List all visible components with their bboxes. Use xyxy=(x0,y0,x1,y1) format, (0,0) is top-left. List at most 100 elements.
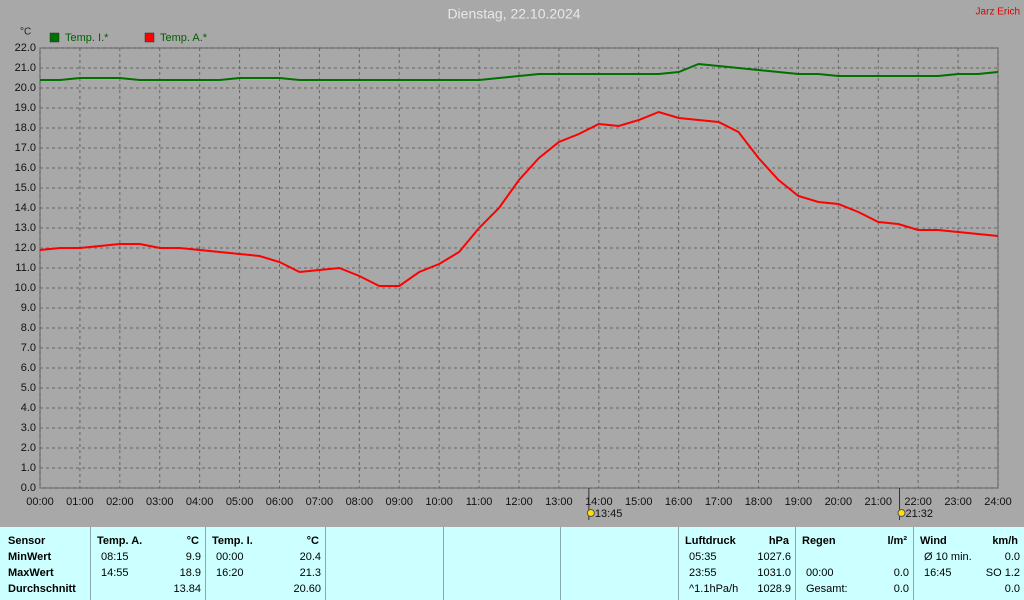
y-tick-label: 0.0 xyxy=(21,482,36,494)
summary-table: Sensor MinWert MaxWert Durchschnitt Temp. A.… xyxy=(0,527,1024,600)
y-tick-label: 10.0 xyxy=(15,282,36,294)
panel-name: Luftdruck xyxy=(685,535,736,547)
y-tick-label: 1.0 xyxy=(21,462,36,474)
time: 23:55 xyxy=(689,567,717,579)
legend-label: Temp. I.* xyxy=(65,32,109,44)
label-column: Sensor MinWert MaxWert Durchschnitt xyxy=(0,527,90,600)
legend-swatch xyxy=(49,32,60,43)
value: 1027.6 xyxy=(757,551,791,563)
y-tick-label: 21.0 xyxy=(15,62,36,74)
annotation-icon xyxy=(897,509,906,517)
y-tick-label: 15.0 xyxy=(15,182,36,194)
x-tick-label: 04:00 xyxy=(186,496,214,508)
y-tick-label: 9.0 xyxy=(21,302,36,314)
panel: Wind km/h Ø 10 min. 0.0 16:45 SO 1.2 0.0 xyxy=(913,527,1024,600)
time: ^1.1hPa/h xyxy=(689,583,739,595)
annotation-icon xyxy=(586,509,595,517)
chart: Dienstag, 22.10.2024 Jarz Erich °C 0.0 1.… xyxy=(15,6,1020,520)
x-tick-label: 06:00 xyxy=(266,496,294,508)
time: 14:55 xyxy=(101,567,129,579)
y-tick-label: 12.0 xyxy=(15,242,36,254)
x-tick-label: 02:00 xyxy=(106,496,134,508)
x-tick-label: 00:00 xyxy=(26,496,54,508)
time: 00:00 xyxy=(216,551,244,563)
x-tick-label: 16:00 xyxy=(665,496,693,508)
panel-unit: hPa xyxy=(768,535,789,547)
y-tick-label: 2.0 xyxy=(21,442,36,454)
chart-title: Dienstag, 22.10.2024 xyxy=(447,6,580,22)
legend-label: Temp. A.* xyxy=(160,32,208,44)
x-tick-label: 05:00 xyxy=(226,496,254,508)
time: 16:20 xyxy=(216,567,244,579)
panel: Regen l/m² 00:00 0.0 Gesamt: 0.0 xyxy=(795,527,913,600)
value: 0.0 xyxy=(1004,551,1020,563)
time: 08:15 xyxy=(101,551,129,563)
time: 16:45 xyxy=(924,567,952,579)
y-tick-label: 11.0 xyxy=(15,262,36,274)
value: 13.84 xyxy=(173,583,201,595)
y-tick-label: 18.0 xyxy=(15,122,36,134)
empty-cell xyxy=(443,527,560,600)
value: 18.9 xyxy=(179,567,201,579)
y-tick-label: 16.0 xyxy=(15,162,36,174)
x-tick-label: 01:00 xyxy=(66,496,94,508)
annotation-label: 13:45 xyxy=(595,508,623,520)
annotation-label: 21:32 xyxy=(906,508,934,520)
x-tick-label: 18:00 xyxy=(745,496,773,508)
y-tick-label: 14.0 xyxy=(15,202,36,214)
x-tick-label: 07:00 xyxy=(306,496,334,508)
panel: Temp. I. °C 00:00 20.4 16:20 21.3 20.60 xyxy=(205,527,325,600)
value: 20.4 xyxy=(299,551,321,563)
x-tick-label: 15:00 xyxy=(625,496,653,508)
panel-unit: °C xyxy=(186,535,199,547)
empty-cell xyxy=(325,527,443,600)
x-tick-label: 19:00 xyxy=(785,496,813,508)
value: 9.9 xyxy=(185,551,201,563)
y-tick-label: 6.0 xyxy=(21,362,36,374)
panel-unit: km/h xyxy=(992,535,1018,547)
panel-name: Regen xyxy=(802,535,836,547)
value: 1031.0 xyxy=(757,567,791,579)
x-tick-label: 23:00 xyxy=(944,496,972,508)
x-tick-label: 09:00 xyxy=(385,496,413,508)
y-tick-label: 19.0 xyxy=(15,102,36,114)
x-tick-label: 03:00 xyxy=(146,496,174,508)
y-tick-label: 7.0 xyxy=(21,342,36,354)
row-label: MinWert xyxy=(8,551,52,563)
y-tick-label: 13.0 xyxy=(15,222,36,234)
x-tick-label: 17:00 xyxy=(705,496,733,508)
legend-swatch xyxy=(144,32,155,43)
x-tick-label: 24:00 xyxy=(984,496,1012,508)
x-tick-label: 20:00 xyxy=(825,496,853,508)
time: Gesamt: xyxy=(806,583,848,595)
value: 0.0 xyxy=(893,583,909,595)
panel: Temp. A. °C 08:15 9.9 14:55 18.9 13.84 xyxy=(90,527,205,600)
x-tick-label: 10:00 xyxy=(425,496,453,508)
y-tick-label: 3.0 xyxy=(21,422,36,434)
x-tick-label: 11:00 xyxy=(466,496,493,508)
panel-unit: °C xyxy=(306,535,319,547)
series-line xyxy=(40,62,999,81)
row-label: Sensor xyxy=(8,535,46,547)
x-tick-label: 12:00 xyxy=(505,496,533,508)
value: 20.60 xyxy=(293,583,321,595)
x-tick-label: 14:00 xyxy=(585,496,613,508)
panel-name: Temp. A. xyxy=(97,535,143,547)
time: Ø 10 min. xyxy=(924,551,972,563)
value: SO 1.2 xyxy=(985,567,1020,579)
panel-name: Wind xyxy=(920,535,947,547)
time: 00:00 xyxy=(806,567,834,579)
author: Jarz Erich xyxy=(976,7,1020,18)
panel-name: Temp. I. xyxy=(212,535,253,547)
x-tick-label: 21:00 xyxy=(864,496,892,508)
empty-cell xyxy=(560,527,678,600)
y-tick-label: 5.0 xyxy=(21,382,36,394)
value: 0.0 xyxy=(893,567,909,579)
y-tick-label: 17.0 xyxy=(15,142,36,154)
x-tick-label: 08:00 xyxy=(346,496,374,508)
value: 1028.9 xyxy=(757,583,791,595)
y-tick-label: 20.0 xyxy=(15,82,36,94)
panel: Luftdruck hPa 05:35 1027.6 23:55 1031.0 ^1.1hP… xyxy=(678,527,795,600)
y-tick-label: 22.0 xyxy=(15,42,36,54)
